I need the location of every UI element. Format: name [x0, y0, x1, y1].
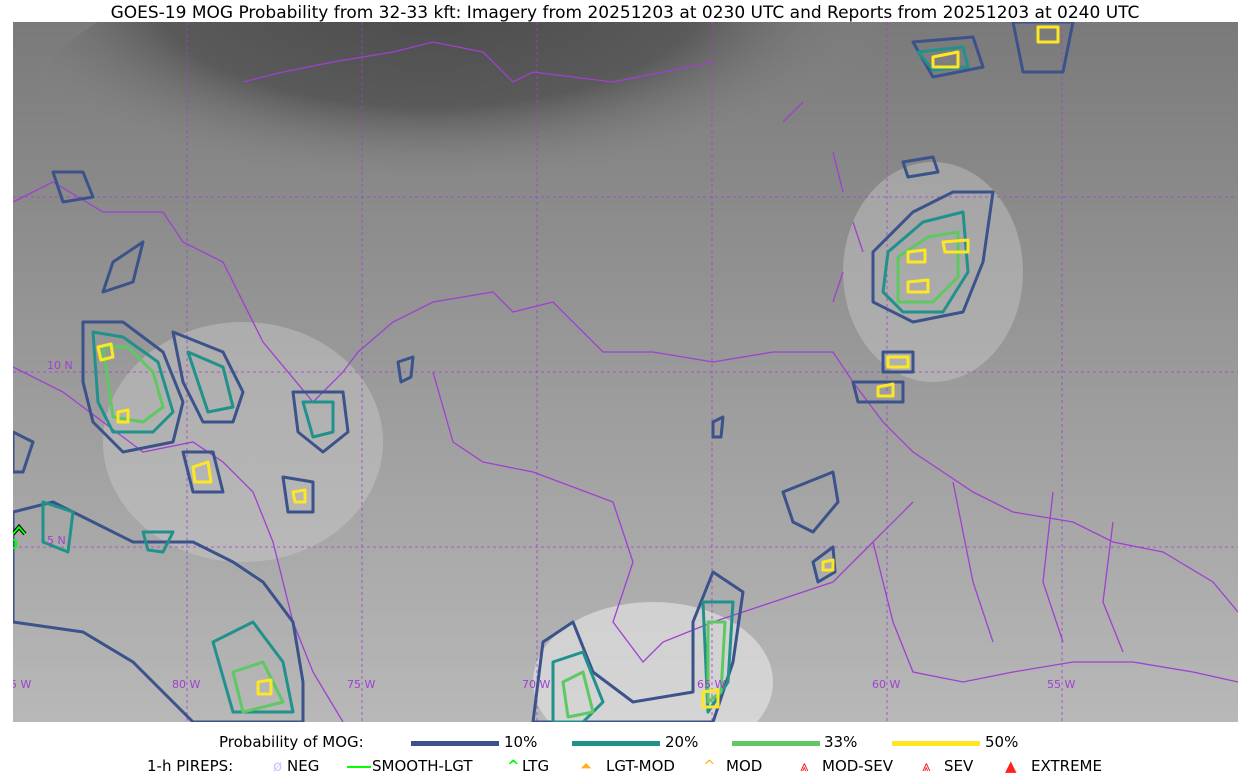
- prob-legend-title: Probability of MOG:: [219, 733, 364, 751]
- pirep-neg-label: NEG: [287, 757, 320, 775]
- mod-icon: ^: [703, 757, 716, 775]
- mog-contours: [13, 22, 1075, 722]
- grid-lines: [13, 22, 1238, 722]
- sev-icon: ⩓: [922, 757, 931, 775]
- neg-icon: ø: [273, 757, 283, 775]
- prob-10-label: 10%: [504, 733, 538, 751]
- prob-20-swatch: [572, 741, 660, 746]
- chart-title: GOES-19 MOG Probability from 32-33 kft: …: [110, 3, 1140, 23]
- ltg-icon: ^: [507, 757, 520, 775]
- pirep-legend-title: 1-h PIREPS:: [147, 757, 234, 775]
- pirep-ltg-marker: 30: [13, 523, 27, 553]
- coastlines: [13, 41, 1238, 722]
- extreme-icon: ▲: [1005, 757, 1017, 775]
- lon-label-65w: 65 W: [697, 678, 725, 691]
- lat-label-10n: 10 N: [47, 359, 73, 372]
- lon-label-80w: 80 W: [172, 678, 200, 691]
- lon-label-55w: 55 W: [1047, 678, 1075, 691]
- pirep-ltg-label: LTG: [522, 757, 550, 775]
- mod-sev-icon: ⩓: [800, 757, 809, 775]
- lgt-mod-icon: ⏶: [580, 757, 593, 775]
- prob-33-swatch: [732, 741, 820, 746]
- satellite-map: 10 N 5 N 85 W 80 W 75 W 70 W 65 W 60 W 5…: [13, 22, 1238, 722]
- smooth-lgt-icon: [347, 766, 371, 768]
- prob-10-swatch: [411, 741, 499, 746]
- pirep-extreme-label: EXTREME: [1031, 757, 1102, 775]
- prob-20-label: 20%: [665, 733, 699, 751]
- pirep-smooth-lgt-label: SMOOTH-LGT: [372, 757, 473, 775]
- lat-lon-labels: 10 N 5 N 85 W 80 W 75 W 70 W 65 W 60 W 5…: [13, 359, 1075, 691]
- lon-label-85w: 85 W: [13, 678, 31, 691]
- lon-label-75w: 75 W: [347, 678, 375, 691]
- pirep-mod-label: MOD: [726, 757, 763, 775]
- prob-33-label: 33%: [824, 733, 858, 751]
- lon-label-70w: 70 W: [522, 678, 550, 691]
- pirep-sev-label: SEV: [944, 757, 974, 775]
- pirep-label: 30: [13, 538, 18, 553]
- pirep-mod-sev-label: MOD-SEV: [822, 757, 893, 775]
- lon-label-60w: 60 W: [872, 678, 900, 691]
- prob-50-label: 50%: [985, 733, 1019, 751]
- lat-label-5n: 5 N: [47, 534, 66, 547]
- pirep-lgt-mod-label: LGT-MOD: [606, 757, 675, 775]
- prob-50-swatch: [892, 741, 980, 746]
